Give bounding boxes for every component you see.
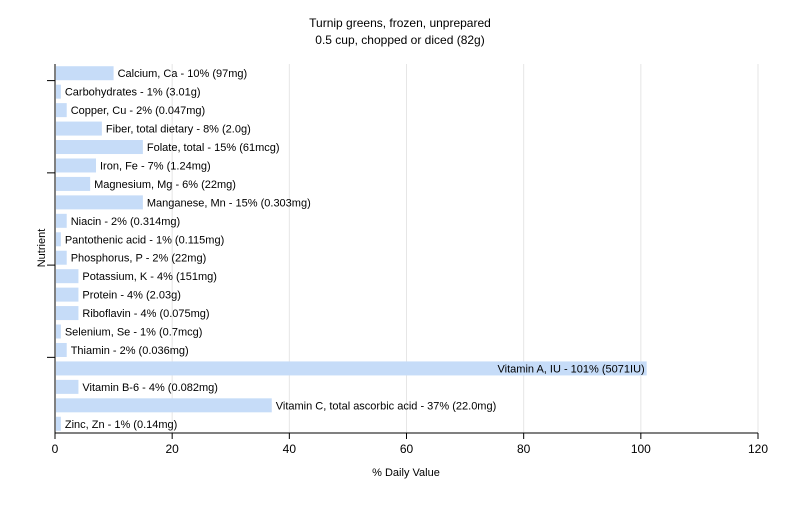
bar-4 <box>56 140 143 155</box>
bar-label-8: Niacin - 2% (0.314mg) <box>71 216 180 228</box>
y-axis-label: Nutrient <box>36 229 48 268</box>
bar-label-9: Pantothenic acid - 1% (0.115mg) <box>65 234 224 246</box>
bar-18 <box>56 398 272 413</box>
bar-label-2: Copper, Cu - 2% (0.047mg) <box>71 105 206 117</box>
bar-3 <box>56 121 102 136</box>
bar-11 <box>56 269 79 284</box>
grid-lines <box>171 64 759 433</box>
bar-label-12: Protein - 4% (2.03g) <box>82 290 180 302</box>
x-tick-label-40: 40 <box>283 442 297 456</box>
bar-14 <box>56 324 61 339</box>
bar-5 <box>56 158 97 173</box>
bar-10 <box>56 250 67 265</box>
x-axis-label: % Daily Value <box>372 467 440 479</box>
bar-6 <box>56 176 91 191</box>
bar-13 <box>56 306 79 321</box>
bar-12 <box>56 287 79 302</box>
x-tick-label-120: 120 <box>748 442 768 456</box>
axes: 0 20 40 60 80 100 120 <box>47 64 768 456</box>
bar-9 <box>56 232 61 247</box>
bar-label-1: Carbohydrates - 1% (3.01g) <box>65 87 201 99</box>
bar-label-18: Vitamin C, total ascorbic acid - 37% (22… <box>276 400 497 412</box>
x-tick-label-80: 80 <box>517 442 531 456</box>
bar-label-10: Phosphorus, P - 2% (22mg) <box>71 253 207 265</box>
bar-16 <box>56 361 647 376</box>
bar-label-15: Thiamin - 2% (0.036mg) <box>71 345 189 357</box>
bar-label-13: Riboflavin - 4% (0.075mg) <box>82 308 209 320</box>
bar-label-3: Fiber, total dietary - 8% (2.0g) <box>106 124 251 136</box>
bar-label-17: Vitamin B-6 - 4% (0.082mg) <box>82 382 218 394</box>
bar-8 <box>56 213 67 228</box>
bar-2 <box>56 103 67 118</box>
bar-label-16: Vitamin A, IU - 101% (5071IU) <box>498 363 645 375</box>
bar-label-14: Selenium, Se - 1% (0.7mcg) <box>65 327 203 339</box>
bar-label-4: Folate, total - 15% (61mcg) <box>147 142 280 154</box>
bar-0 <box>56 66 114 81</box>
chart-subtitle: 0.5 cup, chopped or diced (82g) <box>315 33 484 47</box>
bar-1 <box>56 84 61 99</box>
bar-17 <box>56 379 79 394</box>
chart-title: Turnip greens, frozen, unprepared <box>309 16 491 30</box>
x-tick-label-20: 20 <box>165 442 179 456</box>
bar-label-5: Iron, Fe - 7% (1.24mg) <box>100 160 211 172</box>
bar-15 <box>56 342 67 357</box>
bar-19 <box>56 416 61 431</box>
x-tick-label-60: 60 <box>400 442 414 456</box>
bar-label-19: Zinc, Zn - 1% (0.14mg) <box>65 419 177 431</box>
bar-7 <box>56 195 143 210</box>
bars: Calcium, Ca - 10% (97mg) Carbohydrates - … <box>56 66 647 431</box>
bar-label-11: Potassium, K - 4% (151mg) <box>82 271 217 283</box>
bar-label-7: Manganese, Mn - 15% (0.303mg) <box>147 197 311 209</box>
x-tick-label-100: 100 <box>631 442 651 456</box>
bar-label-0: Calcium, Ca - 10% (97mg) <box>118 68 248 80</box>
bar-label-6: Magnesium, Mg - 6% (22mg) <box>94 179 236 191</box>
x-tick-label-0: 0 <box>52 442 59 456</box>
